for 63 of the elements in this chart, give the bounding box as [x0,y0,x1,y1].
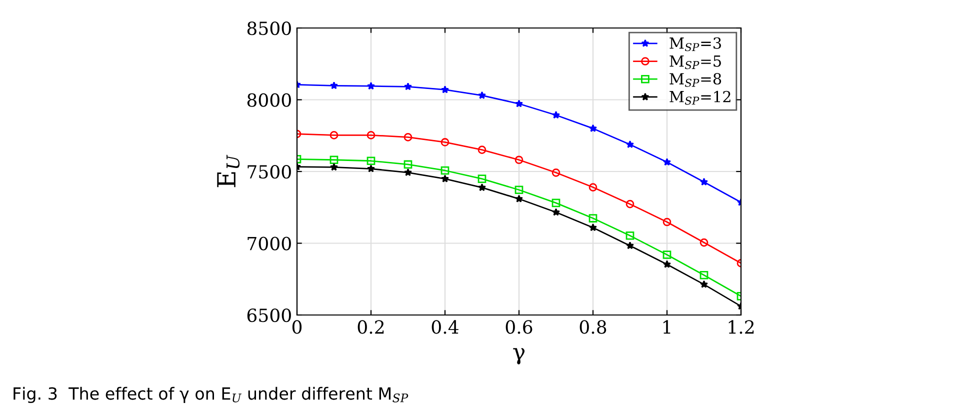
x-tick-label: 0.8 [580,320,606,334]
x-tick-label: 0.4 [432,320,458,334]
point [515,100,523,108]
y-axis-title: E$_{U}$ [217,154,240,188]
x-tick-label: 1 [663,320,670,334]
point [366,131,376,140]
point [404,168,412,176]
x-tick-label: 0.6 [506,320,532,334]
point [626,140,634,148]
point [367,82,375,90]
point [552,208,560,216]
legend-label: M$_{SP}$=12 [670,90,730,105]
point [626,200,634,208]
point [514,186,524,194]
point [552,168,560,177]
point [662,218,672,226]
y-tick-label: 7000 [248,236,291,250]
point [440,138,450,146]
point [515,194,523,202]
x-tick-label: 1.2 [728,320,754,334]
caption: Fig. 3 The effect of γ on E$_{U}$ under different M$_{SP}$ [14,386,408,404]
x-axis-title: γ [513,348,525,364]
point [663,260,671,268]
point [478,174,486,183]
point [330,163,338,171]
point [478,183,486,192]
point [330,131,338,140]
point [589,124,597,132]
point [588,214,598,222]
point [700,280,708,288]
y-tick-label: 8000 [247,93,291,107]
point [330,156,338,164]
point [626,242,634,250]
point [478,146,486,154]
point [552,198,560,208]
y-tick-label: 8500 [247,21,291,36]
legend-label: M$_{SP}$=3 [670,37,721,52]
point [330,82,338,90]
y-tick-label: 7500 [248,164,291,179]
point [441,174,449,182]
point [700,178,708,186]
point [478,91,486,99]
y-tick-label: 6500 [247,308,291,322]
point [366,156,376,166]
point [441,86,449,94]
point [700,238,708,247]
point [700,270,708,280]
point [514,156,524,164]
point [552,110,560,119]
x-tick-label: 0.2 [358,320,384,334]
point [367,164,375,172]
point [588,183,598,192]
legend-label: M$_{SP}$=5 [670,55,721,70]
x-tick-label: 0 [292,320,302,334]
legend-label: M$_{SP}$=8 [670,73,722,87]
point [626,231,634,240]
point [404,133,412,142]
point [663,158,671,166]
point [404,160,412,169]
point [589,223,597,232]
point [404,82,412,90]
point [662,250,672,259]
point [440,166,450,175]
